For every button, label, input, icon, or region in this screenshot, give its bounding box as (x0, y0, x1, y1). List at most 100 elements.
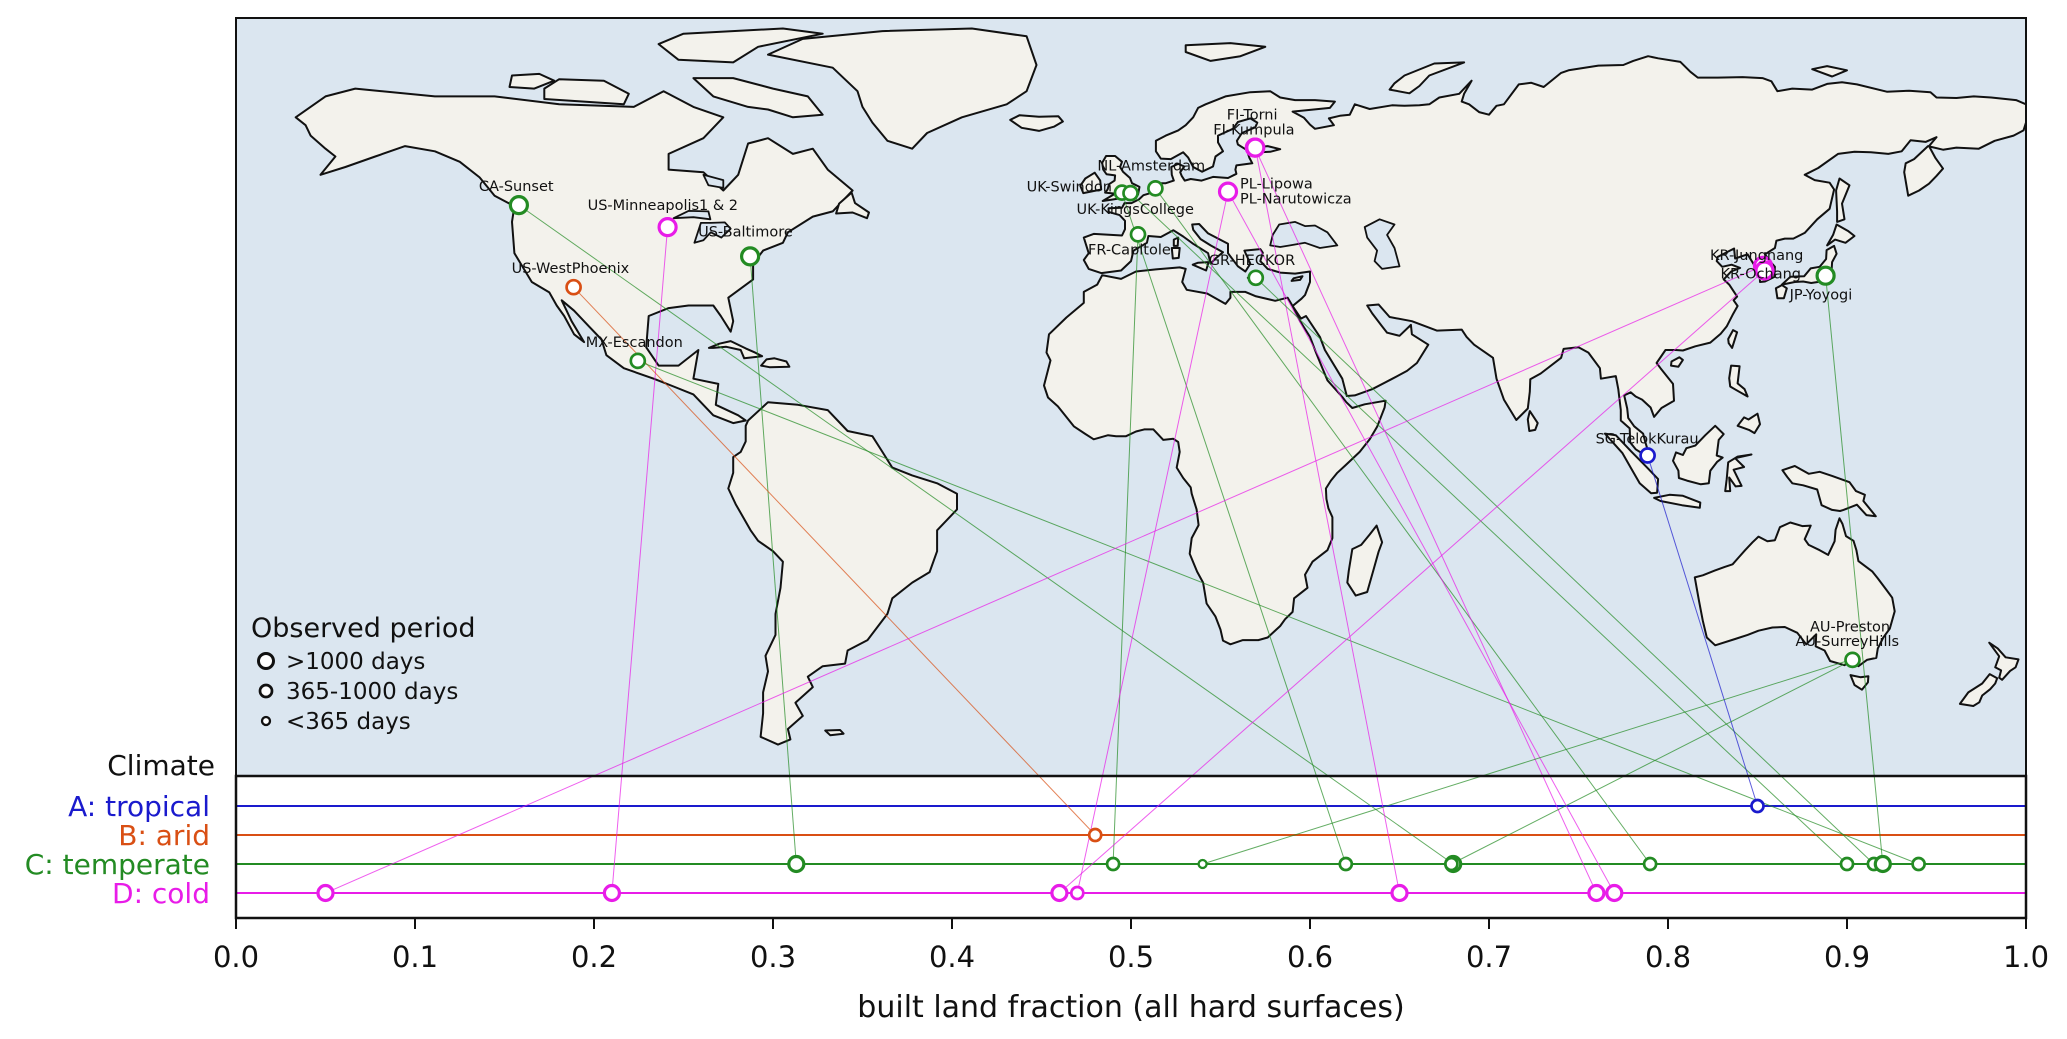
water-caspian-sea (1363, 218, 1401, 270)
x-tick-label-10: 1.0 (2003, 940, 2049, 974)
climate-label-2: C: temperate (25, 848, 210, 881)
map-marker-US-Minneapolis1 & 2 (657, 217, 678, 238)
land-baffin-island (692, 77, 824, 119)
map-marker-FI-Kumpula (1245, 137, 1266, 158)
site-label-MX-Escandon: MX-Escandon (586, 335, 683, 351)
land-falklands (824, 729, 845, 737)
land-madagascar (1346, 524, 1384, 597)
water-lake-superior (672, 210, 712, 221)
climate-title: Climate (107, 749, 215, 782)
x-tick-label-9: 0.9 (1824, 940, 1870, 974)
x-tick-label-8: 0.8 (1645, 940, 1691, 974)
strip-marker-MX-Escandon (1911, 856, 1926, 872)
map-marker-SG-TelokKurau (1639, 447, 1656, 464)
site-label-AU-Preston: AU-Preston (1810, 619, 1890, 635)
land-africa (1043, 266, 1387, 646)
site-label-KR-Jungnang: KR-Jungnang (1710, 248, 1803, 264)
land-sicily (1191, 261, 1210, 272)
land-philippines-mindanao (1736, 412, 1761, 435)
site-labels: CA-Sunset US-Minneapolis1 & 2 US-Baltimore… (479, 108, 1899, 650)
land-hainan (1670, 356, 1684, 368)
map-marker-AU-SurreyHills (1844, 651, 1861, 669)
land-banks-island (508, 72, 556, 90)
land-cyprus (1290, 275, 1304, 282)
strip-marker-KR-Jungnang (316, 883, 335, 903)
strip-marker-UK-Swindon (1338, 856, 1354, 872)
connector-CA-Sunset (518, 204, 1454, 865)
land-iceland (1009, 114, 1064, 132)
land-sakhalin (1835, 177, 1851, 223)
land-japan-hokkaido (1826, 223, 1856, 247)
strip-markers (316, 798, 1926, 903)
strip-marker-UK-KingsCollege (1839, 856, 1855, 872)
strip-marker-FI-Torni (1587, 883, 1606, 903)
map-marker-CA-Sunset (508, 195, 530, 216)
land-taiwan (1727, 329, 1739, 349)
connector-FR-Capitole (1112, 234, 1139, 865)
connector-UK-Swindon (1121, 192, 1347, 865)
site-label-KR-Ochang: KR-Ochang (1721, 267, 1802, 283)
land-corsica (1172, 236, 1180, 247)
legend-entry-large: >1000 days (286, 649, 425, 675)
site-label-FI-Torni: FI-Torni (1227, 108, 1278, 124)
map-marker-NL-Amsterdam (1147, 180, 1164, 197)
site-label-NL-Amsterdam: NL-Amsterdam (1097, 158, 1205, 174)
connector-GR-HECKOR (1255, 277, 1875, 865)
climate-label-3: D: cold (112, 877, 210, 910)
strip-marker-US-Minneapolis1 & 2 (602, 883, 622, 903)
strip-marker-PL-Narutowicza (1605, 883, 1624, 903)
land-novaya-zemlya (1388, 61, 1466, 95)
site-label-JP-Yoyogi: JP-Yoyogi (1789, 288, 1853, 304)
site-label-PL-Narutowicza: PL-Narutowicza (1240, 192, 1352, 208)
land-cuba (707, 340, 764, 360)
land-java (1653, 493, 1702, 509)
strip-marker-JP-Yoyogi (1873, 854, 1892, 874)
strip-marker-SG-TelokKurau (1750, 798, 1765, 814)
land-australia (1693, 517, 1896, 668)
connector-US-Baltimore (749, 256, 797, 865)
strip-marker-PL-Lipowa (1069, 885, 1085, 901)
land-new-zealand-north (1988, 641, 2020, 681)
site-label-UK-Swindon: UK-Swindon (1027, 180, 1112, 196)
legend-marker-medium (258, 683, 274, 699)
site-label-US-WestPhoenix: US-WestPhoenix (512, 261, 630, 277)
x-tick-label-5: 0.5 (1108, 940, 1154, 974)
site-label-UK-KingsCollege: UK-KingsCollege (1077, 202, 1194, 218)
land-new-guinea (1781, 465, 1877, 518)
legend-marker-small (260, 715, 272, 727)
water-lake-michigan-huron (693, 221, 732, 244)
legend: Observed period >1000 days 365-1000 days… (251, 613, 476, 735)
x-tick-label-3: 0.3 (750, 940, 796, 974)
legend-marker-large (257, 652, 275, 670)
strip-marker-FI-Kumpula (1390, 883, 1409, 903)
map-marker-JP-Yoyogi (1815, 265, 1836, 286)
x-tick-label-7: 0.7 (1466, 940, 1512, 974)
connector-MX-Escandon (637, 360, 1919, 865)
site-label-FR-Capitole: FR-Capitole (1088, 242, 1171, 258)
connector-KR-Ochang (1059, 270, 1765, 894)
map-marker-FR-Capitole (1129, 226, 1147, 243)
strip-marker-KR-Ochang (1050, 883, 1069, 903)
climate-strip (236, 776, 2026, 918)
map-marker-MX-Escandon (629, 352, 647, 370)
water-hudson-bay-detail (702, 173, 725, 189)
x-axis-label: built land fraction (all hard surfaces) (857, 990, 1404, 1025)
map-marker-US-Baltimore (739, 246, 761, 267)
land-tasmania (1849, 674, 1870, 691)
legend-entry-small: <365 days (286, 709, 411, 735)
map-marker-US-WestPhoenix (565, 278, 582, 296)
world-map (236, 18, 2026, 776)
connector-US-WestPhoenix (573, 286, 1096, 836)
site-label-SG-TelokKurau: SG-TelokKurau (1596, 432, 1699, 448)
site-label-GR-HECKOR: GR-HECKOR (1209, 253, 1295, 269)
land-philippines-luzon (1728, 364, 1749, 398)
map-marker-KR-Ochang (1754, 260, 1775, 281)
connector-AU-Preston (1202, 658, 1853, 865)
site-label-US-Minneapolis1 & 2: US-Minneapolis1 & 2 (588, 198, 738, 214)
connector-SG-TelokKurau (1647, 455, 1758, 807)
climate-label-0: A: tropical (68, 790, 210, 823)
strip-marker-AU-SurreyHills (1444, 856, 1459, 872)
land-japan-kyushu (1774, 284, 1788, 300)
water-black-sea (1269, 221, 1339, 249)
map-marker-UK-KingsCollege (1122, 184, 1139, 202)
